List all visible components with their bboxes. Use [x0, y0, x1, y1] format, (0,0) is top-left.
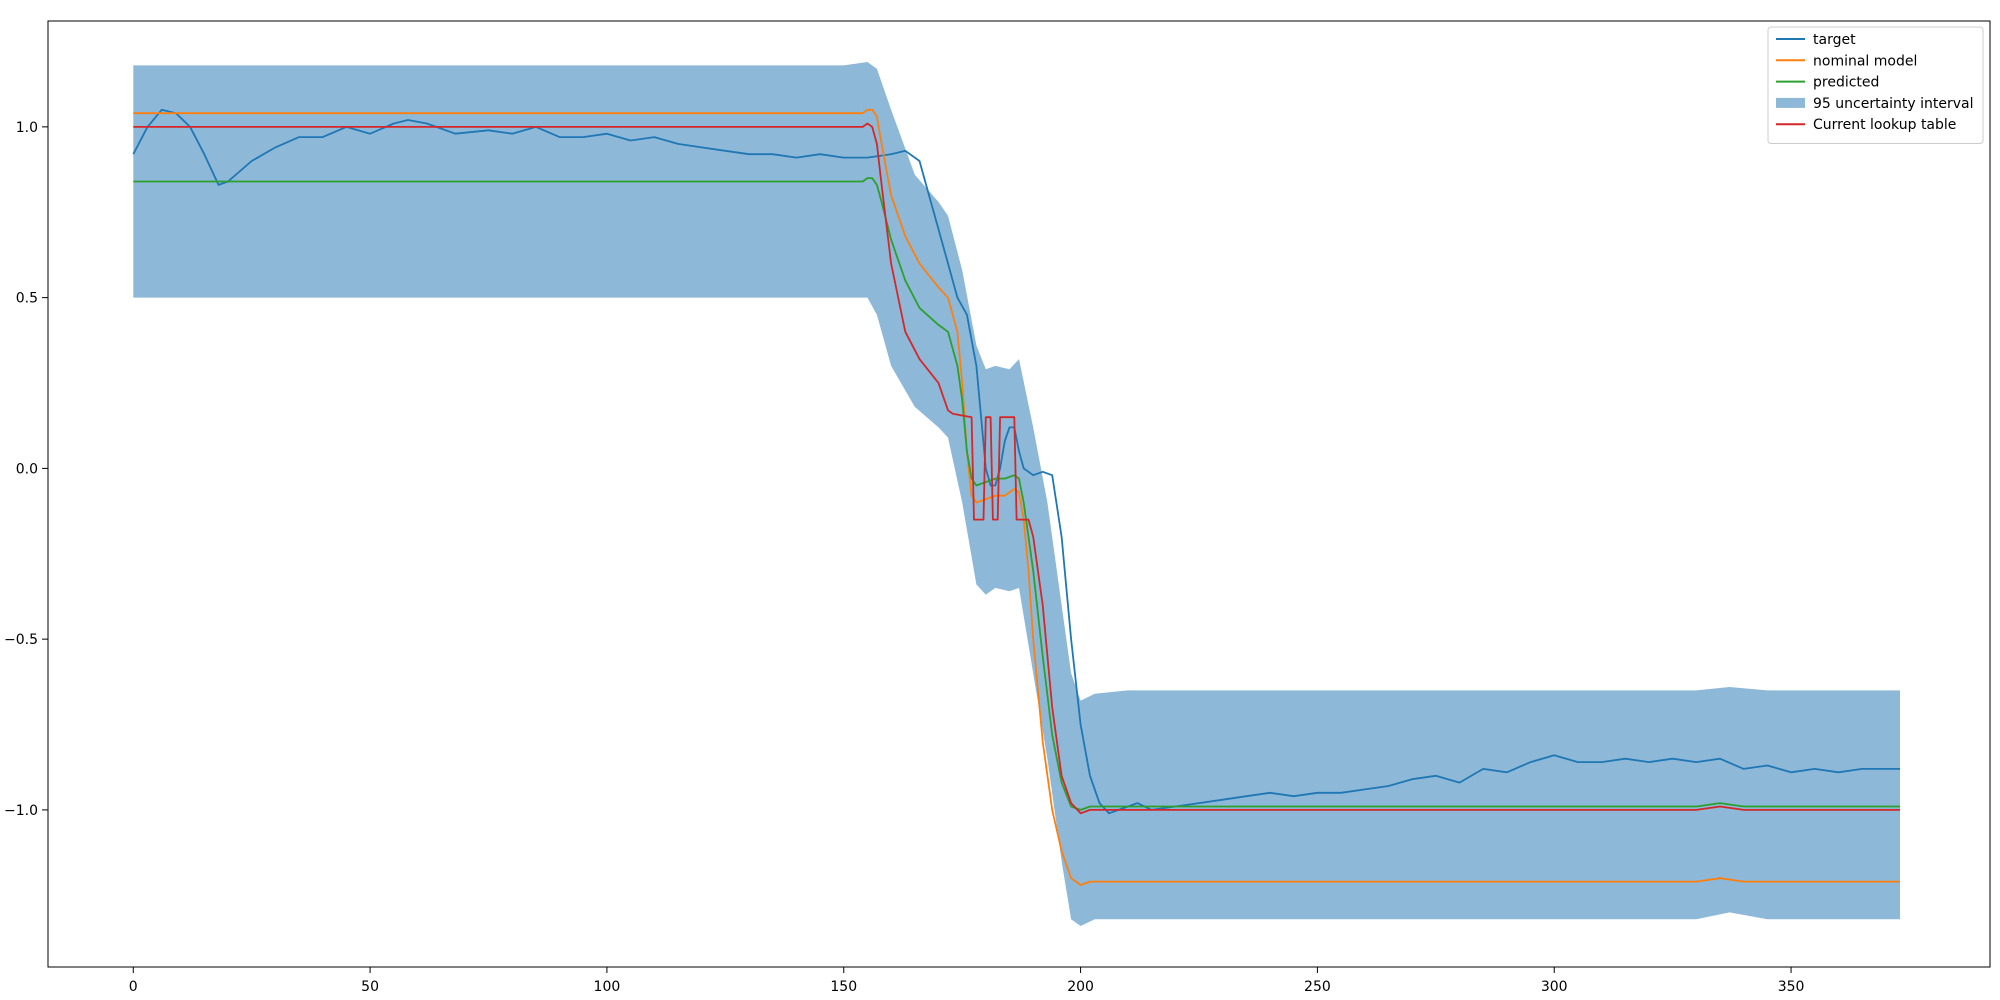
legend-swatch-95-uncertainty-interval [1776, 97, 1805, 108]
x-tick-label: 50 [361, 979, 379, 995]
series-line-current-lookup-table [133, 122, 1900, 815]
x-tick-label: 250 [1304, 979, 1331, 995]
legend-box [1767, 26, 1984, 144]
legend-label-current-lookup-table: Current lookup table [1813, 117, 1956, 133]
x-tick-label: 200 [1067, 979, 1094, 995]
x-tick-label: 300 [1541, 979, 1568, 995]
y-tick-label: 1.0 [16, 120, 38, 136]
x-axis: 0 50 100 150 200 250 300 350 [129, 967, 1805, 995]
x-tick-label: 150 [830, 979, 857, 995]
y-tick-label: −1.0 [4, 803, 38, 819]
legend[interactable]: target nominal model predicted 95 uncertain… [1767, 26, 1984, 144]
series-layer [132, 108, 1900, 886]
y-tick-label: 0.5 [16, 291, 38, 307]
legend-label-nominal-model: nominal model [1813, 53, 1917, 69]
legend-label-95-uncertainty-interval: 95 uncertainty interval [1813, 96, 1974, 112]
x-tick-label: 0 [129, 979, 138, 995]
legend-label-target: target [1813, 32, 1856, 48]
x-tick-label: 350 [1778, 979, 1805, 995]
series-line-predicted [133, 177, 1900, 811]
legend-label-predicted: predicted [1813, 75, 1879, 91]
x-tick-label: 100 [594, 979, 621, 995]
y-axis: 1.0 0.5 0.0 −0.5 −1.0 [4, 120, 48, 819]
plot-frame [47, 20, 1991, 968]
series-line-target [132, 108, 1900, 815]
y-tick-label: −0.5 [4, 632, 38, 648]
y-tick-label: 0.0 [16, 461, 38, 477]
series-line-nominal-model [133, 108, 1900, 886]
